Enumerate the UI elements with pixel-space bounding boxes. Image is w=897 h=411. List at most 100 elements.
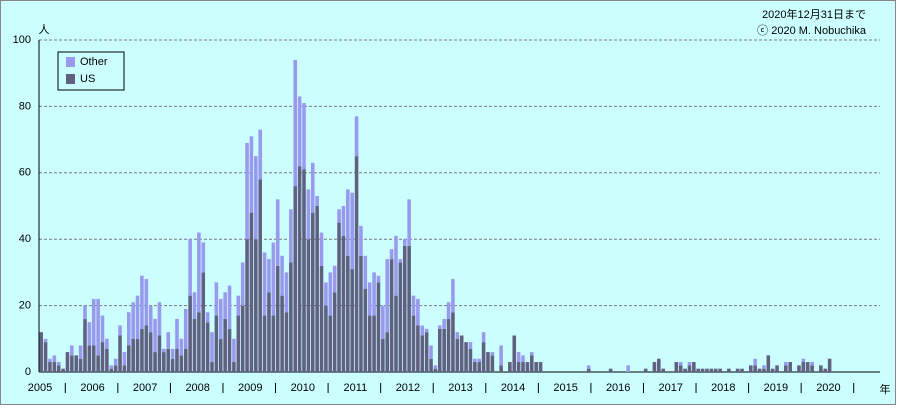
bar (170, 358, 175, 372)
bar (249, 212, 254, 372)
x-tick-label: 2006 (80, 382, 104, 394)
bar (678, 362, 683, 366)
bar (175, 318, 179, 349)
bar (289, 209, 293, 263)
bar (678, 365, 683, 372)
bar (455, 332, 460, 339)
bar (52, 355, 57, 363)
bar (249, 136, 254, 213)
bar (131, 338, 135, 372)
bar (529, 352, 534, 356)
bar (289, 262, 293, 372)
bar (437, 325, 442, 329)
bar (819, 365, 823, 372)
bar (319, 265, 324, 372)
bar (464, 342, 468, 372)
bar (315, 196, 319, 206)
bar (162, 348, 166, 353)
bar (232, 362, 236, 372)
bar (586, 365, 591, 369)
bar (223, 318, 227, 372)
x-tick-label: 2011 (344, 382, 368, 394)
bar (100, 342, 105, 372)
bar (481, 342, 486, 372)
bar (170, 348, 175, 359)
bar (762, 368, 766, 372)
x-tick-label: 2018 (711, 382, 735, 394)
bar (429, 358, 433, 372)
bar (608, 368, 613, 372)
bar (775, 365, 779, 372)
bar (284, 272, 289, 313)
bar (709, 368, 714, 372)
bar (245, 142, 249, 240)
bar (499, 365, 503, 372)
bar (100, 315, 105, 343)
bar (367, 282, 372, 316)
bar (240, 305, 245, 372)
bar (332, 292, 337, 372)
bar (65, 352, 70, 372)
bar (516, 352, 521, 363)
bar (420, 325, 425, 336)
bar (735, 368, 740, 372)
bar (223, 292, 227, 319)
bar (424, 332, 429, 372)
bar (232, 338, 236, 363)
bar (455, 338, 460, 372)
bar (451, 279, 455, 313)
bar (477, 358, 482, 363)
bar (78, 345, 83, 359)
bar (284, 312, 289, 372)
bar (385, 259, 390, 333)
bar (328, 315, 333, 372)
bar (643, 368, 648, 372)
bar (810, 365, 814, 372)
bar (459, 335, 464, 372)
bar (411, 295, 416, 316)
legend-label: US (80, 73, 95, 85)
bar (83, 318, 87, 372)
bar (258, 129, 262, 180)
bar (197, 232, 201, 313)
bar (127, 345, 131, 372)
bar (753, 358, 757, 366)
x-tick-label: 2017 (659, 382, 683, 394)
bar (267, 292, 271, 372)
bar (297, 166, 302, 372)
bar (179, 355, 184, 372)
bar (118, 335, 122, 372)
bar (784, 365, 788, 372)
bar (341, 206, 346, 236)
y-tick-label: 80 (19, 100, 31, 112)
bar (687, 362, 692, 366)
note-date: 2020年12月31日まで (762, 7, 866, 21)
bar (696, 368, 701, 372)
bar (148, 305, 153, 333)
bar (337, 209, 341, 223)
bar (534, 362, 538, 372)
bar (381, 305, 385, 339)
bar (192, 318, 197, 372)
x-tick-label: 2009 (238, 382, 262, 394)
bar (508, 362, 512, 372)
bar (205, 322, 210, 372)
bar (337, 222, 341, 372)
bar (56, 365, 61, 372)
bar (805, 362, 810, 372)
bar (481, 332, 486, 343)
bar (748, 365, 753, 372)
bar (801, 358, 806, 363)
bar (363, 255, 368, 289)
bar (56, 362, 61, 366)
bar (713, 368, 718, 372)
bar (140, 328, 144, 372)
bar (416, 325, 420, 372)
bar (740, 368, 744, 372)
bar (376, 282, 381, 372)
bar (280, 255, 284, 296)
bar (262, 315, 267, 372)
bar (381, 338, 385, 372)
bar (306, 189, 311, 240)
bar (258, 179, 262, 372)
